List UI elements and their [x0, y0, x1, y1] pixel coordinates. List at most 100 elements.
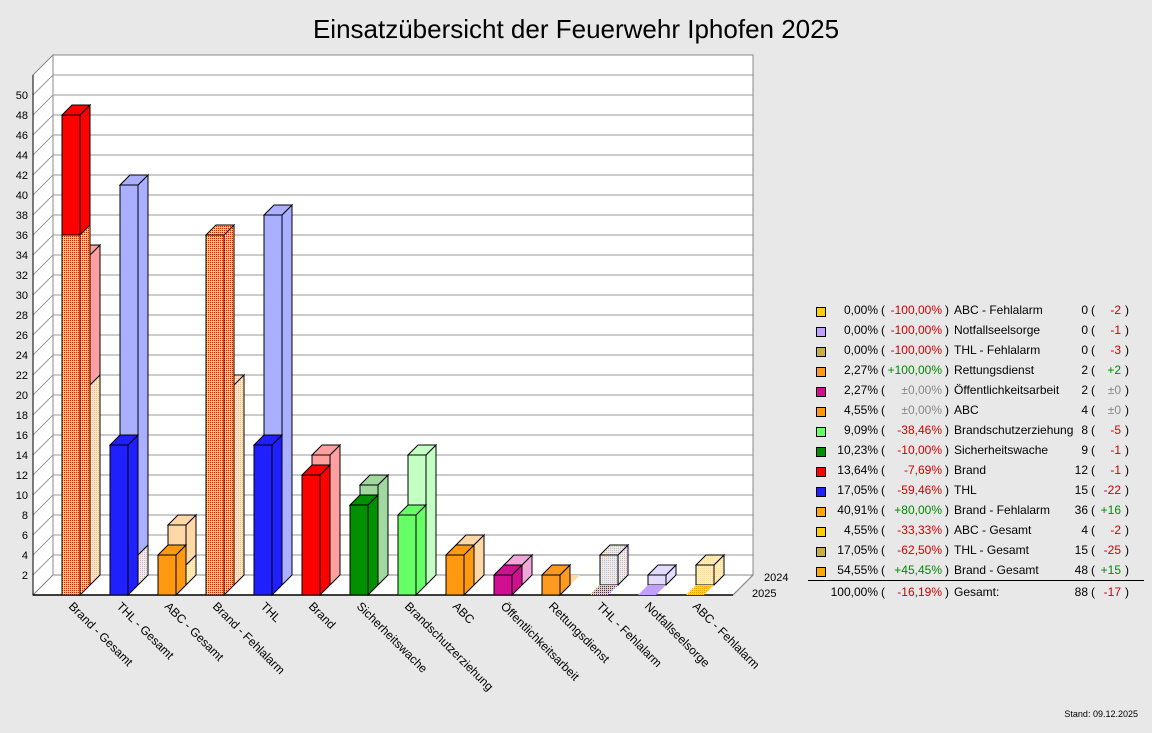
legend-row: 4,55% ±0,00% ABC 4 ±0 () ()	[808, 403, 1144, 419]
legend-name: Brand	[954, 463, 987, 477]
paren: (	[1091, 543, 1095, 557]
bar-side	[79, 103, 91, 237]
legend-percent: 17,05%	[837, 483, 878, 497]
gridline-side	[32, 354, 54, 376]
gridline-side	[32, 74, 54, 96]
legend-count: 88	[1074, 585, 1088, 599]
legend-name: Sicherheitswache	[954, 443, 1049, 457]
bar-front	[397, 514, 417, 596]
bar-side	[271, 433, 283, 597]
bar-2025-sw	[348, 493, 380, 597]
paren: (	[881, 543, 885, 557]
bar-side	[233, 373, 245, 587]
paren: (	[881, 423, 885, 437]
legend-swatch	[816, 427, 826, 437]
gridline-side	[32, 334, 54, 356]
paren: )	[945, 503, 949, 517]
legend-name: THL - Fehlalarm	[954, 343, 1041, 357]
legend-row: 40,91% +80,00% Brand - Fehlalarm 36 +16 () ()	[808, 503, 1144, 519]
y-tick-label: 28	[16, 310, 28, 322]
y-tick-label: 36	[16, 230, 28, 242]
bar-2025-brand	[300, 463, 332, 597]
paren: )	[1125, 503, 1129, 517]
paren: (	[881, 343, 885, 357]
bar-top	[348, 494, 380, 506]
bar-2025-abc	[444, 543, 476, 597]
legend-count: 0	[1081, 343, 1088, 357]
legend-name: Notfallseelsorge	[954, 323, 1041, 337]
bar-front	[541, 574, 561, 596]
legend-percent: 17,05%	[837, 543, 878, 557]
legend-percent: 2,27%	[843, 383, 878, 397]
legend-percent: 9,09%	[843, 423, 878, 437]
legend-count: 2	[1081, 383, 1088, 397]
legend-change: -38,46%	[897, 423, 942, 437]
legend-total-divider	[808, 580, 1144, 581]
y-tick-label: 8	[22, 510, 28, 522]
gridline-side	[32, 174, 54, 196]
paren: (	[881, 363, 885, 377]
gridline-side	[32, 514, 54, 536]
gridline-side	[32, 194, 54, 216]
legend-swatch	[816, 387, 826, 397]
paren: )	[945, 423, 949, 437]
paren: )	[945, 523, 949, 537]
legend-row: 100,00% -16,19% Gesamt: 88 -17 () ()	[808, 585, 1144, 601]
paren: (	[881, 563, 885, 577]
legend-count: 4	[1081, 403, 1088, 417]
bar-top	[406, 444, 438, 456]
paren: (	[881, 523, 885, 537]
legend-delta: ±0	[1107, 383, 1121, 397]
gridline-side	[32, 534, 54, 556]
paren: )	[945, 443, 949, 457]
gridline-side	[32, 494, 54, 516]
bar-front	[253, 444, 273, 596]
bar-2024-abcfa	[694, 553, 726, 587]
depth-line	[732, 574, 754, 596]
gridline-side	[32, 254, 54, 276]
legend-percent: 10,23%	[837, 443, 878, 457]
bar-top	[598, 544, 630, 556]
gridline-side	[32, 414, 54, 436]
legend-name: THL	[954, 483, 977, 497]
bar-front	[301, 474, 321, 596]
legend-delta: +16	[1100, 503, 1121, 517]
paren: )	[1125, 363, 1129, 377]
bar-top	[60, 104, 92, 116]
bar-side	[377, 473, 389, 587]
gridline-side	[32, 374, 54, 396]
bar-front	[695, 564, 715, 586]
paren: )	[1125, 523, 1129, 537]
legend-count: 0	[1081, 323, 1088, 337]
legend-swatch	[816, 407, 826, 417]
legend-delta: +2	[1107, 363, 1121, 377]
legend-count: 0	[1081, 303, 1088, 317]
paren: (	[1091, 303, 1095, 317]
y-tick-label: 24	[16, 350, 28, 362]
legend-row: 2,27% ±0,00% Öffentlichkeitsarbeit 2 ±0 () ()	[808, 383, 1144, 399]
paren: )	[945, 383, 949, 397]
gridline-side	[32, 554, 54, 576]
y-tick-label: 18	[16, 410, 28, 422]
paren: )	[1125, 303, 1129, 317]
paren: )	[1125, 403, 1129, 417]
legend-delta: -2	[1110, 303, 1121, 317]
legend-swatch	[816, 547, 826, 557]
legend-row: 0,00% -100,00% Notfallseelsorge 0 -1 () ()	[808, 323, 1144, 339]
bar-2025-abc	[156, 543, 188, 597]
paren: (	[881, 483, 885, 497]
y-tick-label: 2	[22, 570, 28, 582]
gridline-side	[32, 114, 54, 136]
legend-swatch	[816, 307, 826, 317]
legend-count: 36	[1074, 503, 1088, 517]
gridline-side	[32, 434, 54, 456]
legend-change: -7,69%	[903, 463, 942, 477]
legend-row: 0,00% -100,00% ABC - Fehlalarm 0 -2 () ()	[808, 303, 1144, 319]
legend-delta: -2	[1110, 523, 1121, 537]
legend-change: ±0,00%	[901, 403, 942, 417]
paren: )	[945, 303, 949, 317]
paren: (	[1091, 563, 1095, 577]
gridline-side	[32, 234, 54, 256]
legend-count: 15	[1074, 543, 1088, 557]
legend-delta: -22	[1103, 483, 1121, 497]
